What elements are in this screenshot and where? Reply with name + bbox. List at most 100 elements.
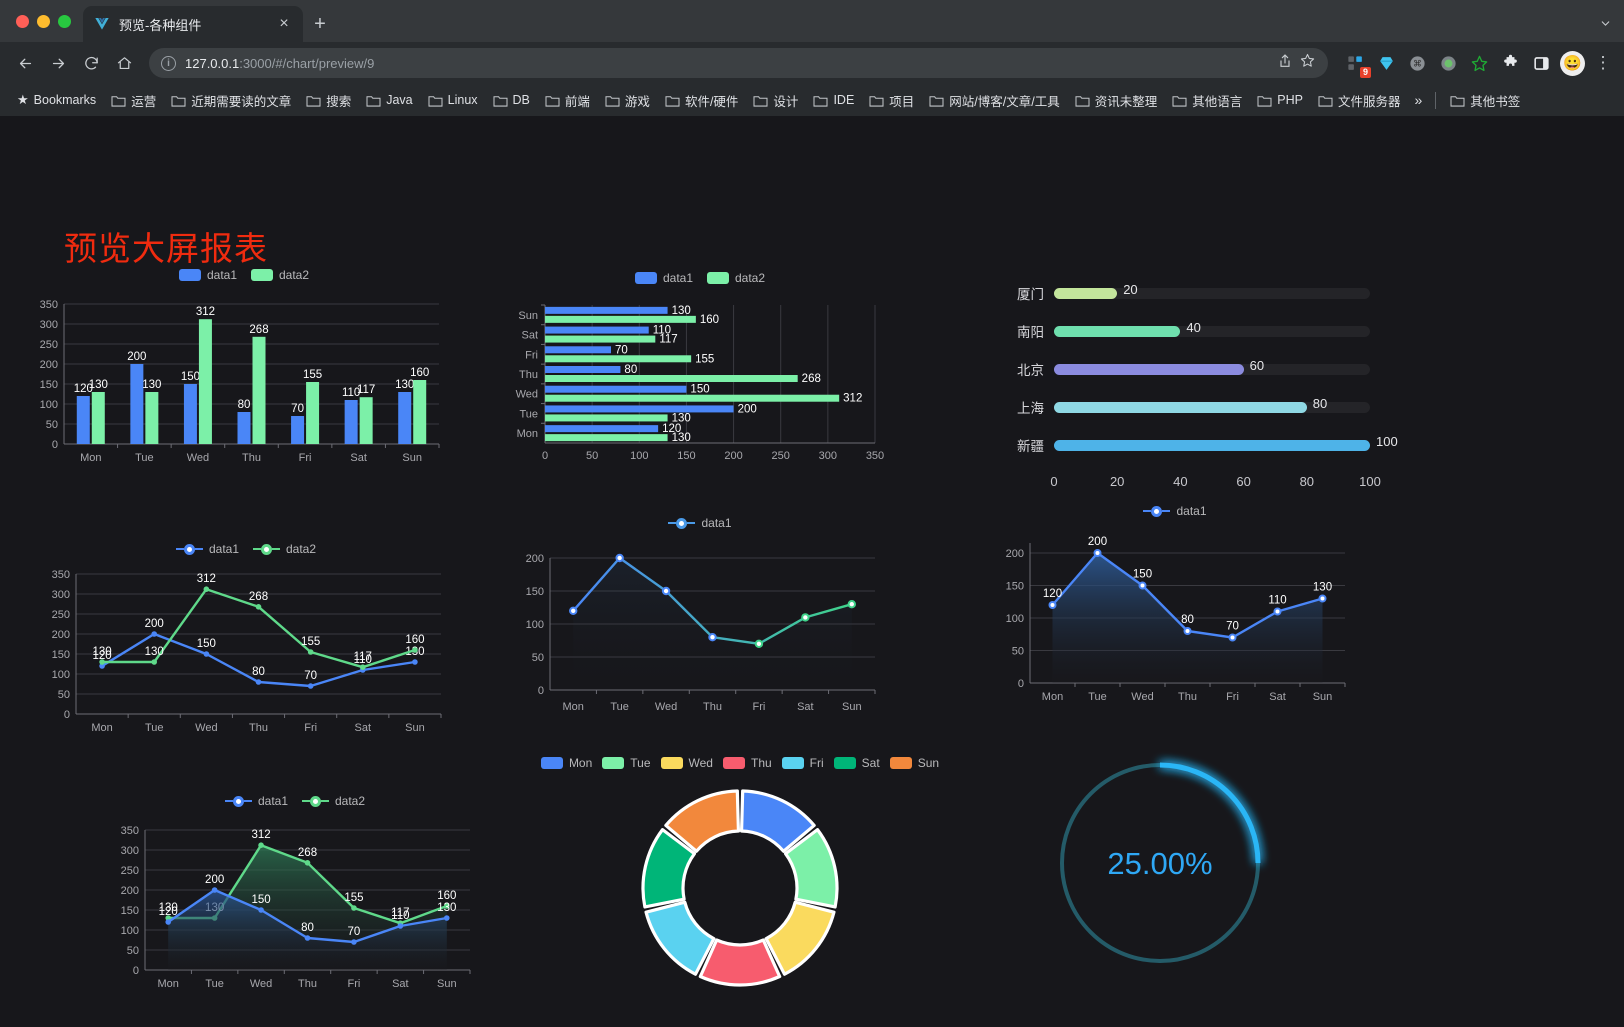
svg-text:Fri: Fri (525, 349, 538, 361)
toolbar-icon-group: 9 ⌘ 😀 ⋮ (1338, 50, 1614, 78)
close-window-button[interactable] (16, 14, 29, 28)
axis-tick: 40 (1173, 474, 1188, 489)
share-icon[interactable] (1277, 53, 1293, 74)
svg-text:100: 100 (1006, 613, 1024, 625)
svg-text:0: 0 (52, 439, 58, 451)
legend-item[interactable]: Sun (889, 756, 939, 770)
green-circle-icon[interactable] (1436, 51, 1460, 75)
address-bar[interactable]: i 127.0.0.1:3000/#/chart/preview/9 (149, 48, 1328, 78)
legend-item[interactable]: data1 (224, 794, 288, 808)
three-dots-vertical-icon[interactable]: ⋮ (1594, 53, 1612, 72)
legend-item[interactable]: data1 (634, 271, 693, 285)
bookmark-item[interactable]: 搜索 (299, 87, 358, 114)
legend-item[interactable]: data2 (707, 271, 765, 285)
svg-text:Sun: Sun (402, 452, 422, 464)
svg-text:150: 150 (251, 894, 270, 906)
legend-item[interactable]: data1 (1143, 504, 1207, 518)
progress-fill (1054, 287, 1118, 299)
reload-icon[interactable] (76, 48, 106, 78)
legend-item[interactable]: data1 (178, 268, 237, 282)
svg-text:Sat: Sat (392, 978, 409, 990)
legend-item[interactable]: data2 (253, 542, 316, 556)
svg-text:Sat: Sat (350, 452, 367, 464)
legend-item[interactable]: data2 (302, 794, 365, 808)
new-tab-button[interactable]: + (314, 12, 326, 35)
window-controls (12, 0, 83, 42)
puzzle-piece-icon[interactable] (1498, 51, 1522, 75)
bookmark-item-bookmarks[interactable]: ★ Bookmarks (10, 88, 103, 112)
bookmark-item[interactable]: 近期需要读的文章 (164, 87, 298, 114)
svg-text:350: 350 (121, 825, 139, 837)
svg-text:Tue: Tue (610, 701, 629, 713)
home-icon[interactable] (109, 48, 139, 78)
legend-item[interactable]: data1 (668, 516, 732, 530)
folder-icon (753, 94, 768, 107)
maximize-window-button[interactable] (58, 14, 71, 28)
svg-text:80: 80 (301, 922, 314, 934)
bookmark-item[interactable]: 其他语言 (1165, 87, 1249, 114)
bookmark-item[interactable]: 项目 (862, 87, 921, 114)
info-circle-icon[interactable]: i (161, 55, 176, 71)
legend-item[interactable]: Wed (660, 756, 713, 770)
svg-text:300: 300 (121, 845, 139, 857)
diamond-icon[interactable] (1374, 51, 1398, 75)
progress-fill (1054, 325, 1181, 337)
legend-item[interactable]: Sat (833, 756, 880, 770)
extensions-badge: 9 (1359, 67, 1371, 78)
bookmark-label: 软件/硬件 (684, 94, 739, 109)
progress-row: 南阳 40 (1000, 312, 1370, 350)
legend-item[interactable]: data2 (251, 268, 309, 282)
legend-swatch (781, 757, 804, 769)
minimize-window-button[interactable] (37, 14, 50, 28)
command-circle-icon[interactable]: ⌘ (1405, 51, 1429, 75)
browser-tab[interactable]: 预览-各种组件 × (83, 6, 303, 42)
bookmark-label: 项目 (889, 94, 915, 109)
bookmark-item[interactable]: 网站/博客/文章/工具 (922, 87, 1066, 114)
svg-text:150: 150 (1006, 581, 1024, 593)
side-panel-icon[interactable] (1529, 51, 1553, 75)
bookmark-item[interactable]: 设计 (746, 87, 805, 114)
folder-icon (366, 94, 381, 107)
close-icon[interactable]: × (279, 15, 289, 32)
bookmark-item[interactable]: Java (359, 89, 419, 111)
svg-text:100: 100 (121, 925, 139, 937)
chart-vertical-bar: data1 data2 0 50 100 150 200 250 300 350 Mon 120 13… (24, 268, 464, 482)
chevron-down-icon[interactable] (1599, 17, 1612, 33)
bookmark-item[interactable]: 资讯未整理 (1068, 87, 1165, 114)
svg-text:0: 0 (542, 450, 548, 462)
bookmark-label: 搜索 (326, 94, 352, 109)
bookmark-item[interactable]: 游戏 (598, 87, 657, 114)
bookmark-item[interactable]: 软件/硬件 (658, 87, 745, 114)
bookmark-item[interactable]: Linux (421, 89, 485, 111)
legend-item[interactable]: data1 (175, 542, 239, 556)
svg-text:Thu: Thu (1178, 691, 1197, 703)
bookmark-item[interactable]: PHP (1250, 89, 1310, 111)
bookmark-label: 前端 (564, 94, 590, 109)
star-outline-icon[interactable] (1299, 52, 1316, 74)
svg-text:268: 268 (249, 591, 268, 603)
legend-label: data1 (1176, 504, 1207, 518)
extensions-grid-icon[interactable]: 9 (1343, 51, 1371, 78)
bookmark-item[interactable]: 前端 (538, 87, 597, 114)
legend-item[interactable]: Tue (602, 756, 651, 770)
chart-legend: Mon Tue Wed Thu Fri Sat Sun (540, 756, 940, 770)
legend-item[interactable]: Thu (722, 756, 772, 770)
svg-text:Sat: Sat (521, 330, 538, 342)
forward-arrow-icon[interactable] (43, 48, 73, 78)
bookmark-item-other[interactable]: 其他书签 (1443, 87, 1527, 114)
back-arrow-icon[interactable] (10, 48, 40, 78)
bookmark-item[interactable]: DB (486, 89, 537, 111)
star-outline-green-icon[interactable] (1467, 51, 1491, 75)
legend-item[interactable]: Fri (781, 756, 824, 770)
emoji-avatar[interactable]: 😀 (1560, 50, 1585, 76)
bookmark-item[interactable]: 文件服务器 (1311, 87, 1408, 114)
bookmark-item[interactable]: IDE (806, 89, 861, 111)
svg-text:312: 312 (197, 573, 216, 585)
progress-label: 北京 (1017, 363, 1044, 378)
legend-label: Thu (750, 756, 772, 770)
legend-item[interactable]: Mon (540, 756, 592, 770)
svg-text:Fri: Fri (348, 978, 361, 990)
bookmark-item[interactable]: 运营 (104, 87, 163, 114)
bookmarks-overflow-button[interactable]: » (1414, 92, 1423, 108)
progress-row: 北京 60 (1000, 350, 1370, 388)
